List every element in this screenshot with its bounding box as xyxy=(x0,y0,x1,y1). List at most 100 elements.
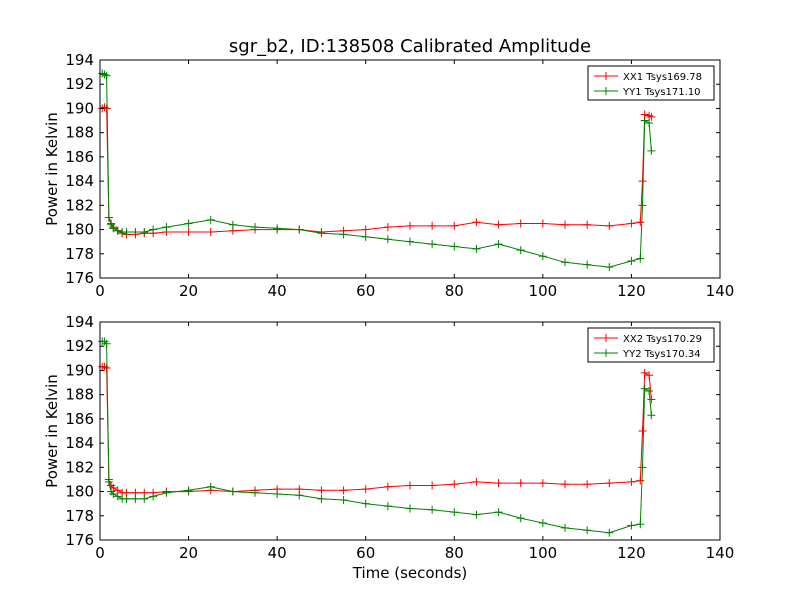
data-point xyxy=(361,232,370,241)
data-point xyxy=(339,496,348,505)
data-point xyxy=(102,339,111,348)
data-point xyxy=(561,258,569,267)
x-tick-label: 0 xyxy=(95,544,105,562)
data-point xyxy=(406,237,414,246)
data-point xyxy=(647,395,656,404)
data-point xyxy=(605,221,614,230)
data-point xyxy=(605,528,614,537)
x-tick-label: 60 xyxy=(356,544,375,562)
data-point xyxy=(131,227,140,236)
data-point xyxy=(516,479,525,488)
data-point xyxy=(295,225,304,234)
chart-title: sgr_b2, ID:138508 Calibrated Amplitude xyxy=(229,36,591,57)
series-1 xyxy=(98,103,656,239)
data-point xyxy=(640,384,649,393)
x-tick-label: 40 xyxy=(268,544,287,562)
data-point xyxy=(184,219,193,228)
data-point xyxy=(184,486,193,495)
data-point xyxy=(450,480,459,489)
data-point xyxy=(494,240,503,249)
data-point xyxy=(428,505,437,514)
data-point xyxy=(494,508,503,517)
x-tick-label: 100 xyxy=(529,544,558,562)
data-point xyxy=(538,519,547,528)
x-tick-label: 60 xyxy=(356,282,375,300)
data-point xyxy=(273,489,282,498)
x-axis-label: Time (seconds) xyxy=(352,564,468,582)
data-point xyxy=(627,521,636,530)
legend-label: XX1 Tsys169.78 xyxy=(623,72,702,83)
data-point xyxy=(647,112,656,121)
x-tick-label: 80 xyxy=(445,282,464,300)
legend-marker xyxy=(602,334,610,342)
y-tick-label: 190 xyxy=(65,361,94,379)
data-point xyxy=(561,220,569,229)
x-tick-label: 40 xyxy=(268,282,287,300)
data-point xyxy=(640,116,649,125)
axes-frame xyxy=(99,321,721,541)
data-point xyxy=(636,476,645,485)
data-point xyxy=(122,494,131,503)
data-point xyxy=(251,223,259,232)
legend: XX1 Tsys169.78 YY1 Tsys171.10 xyxy=(587,65,715,101)
data-point xyxy=(645,118,654,127)
data-point xyxy=(406,221,414,230)
y-tick-label: 190 xyxy=(65,99,94,117)
series-2 xyxy=(98,337,656,537)
axes-frame xyxy=(99,59,721,279)
data-point xyxy=(339,486,348,495)
data-point xyxy=(122,227,131,236)
data-point xyxy=(472,244,481,253)
data-point xyxy=(472,510,481,519)
data-point xyxy=(472,477,481,486)
data-point xyxy=(383,235,392,244)
data-point xyxy=(162,488,171,497)
data-point xyxy=(538,252,547,261)
x-tick-label: 80 xyxy=(445,544,464,562)
data-point xyxy=(428,481,437,490)
data-point xyxy=(538,479,547,488)
data-point xyxy=(638,201,647,210)
y-tick-label: 184 xyxy=(65,434,94,452)
data-point xyxy=(317,486,326,495)
data-point xyxy=(317,494,326,503)
series-line xyxy=(102,340,652,534)
data-point xyxy=(605,479,614,488)
data-point xyxy=(406,504,414,513)
data-point xyxy=(109,489,118,498)
data-point xyxy=(494,479,503,488)
data-point xyxy=(472,218,481,227)
data-point xyxy=(295,491,304,500)
data-point xyxy=(561,480,569,489)
data-point xyxy=(638,463,647,472)
x-tick-label: 120 xyxy=(617,282,646,300)
data-point xyxy=(583,526,592,535)
x-tick-label: 20 xyxy=(179,282,198,300)
data-point xyxy=(131,494,140,503)
y-tick-label: 184 xyxy=(65,172,94,190)
x-tick-label: 140 xyxy=(706,544,735,562)
data-point xyxy=(645,371,654,380)
legend-label: YY1 Tsys171.10 xyxy=(622,87,701,98)
legend-label: XX2 Tsys170.29 xyxy=(623,334,702,345)
y-tick-label: 178 xyxy=(65,507,94,525)
data-point xyxy=(104,213,113,222)
y-tick-label: 188 xyxy=(65,124,94,142)
data-point xyxy=(361,485,370,494)
x-tick-label: 100 xyxy=(529,282,558,300)
data-point xyxy=(102,71,111,80)
data-point xyxy=(561,523,569,532)
legend: XX2 Tsys170.29 YY2 Tsys170.34 xyxy=(587,327,715,363)
data-point xyxy=(428,221,437,230)
data-point xyxy=(228,487,237,496)
data-point xyxy=(109,224,118,233)
data-point xyxy=(251,488,259,497)
y-tick-label: 194 xyxy=(65,313,94,331)
x-tick-label: 140 xyxy=(706,282,735,300)
series-line xyxy=(101,106,652,235)
data-point xyxy=(361,225,370,234)
y-tick-label: 180 xyxy=(65,221,94,239)
series-line xyxy=(102,366,652,494)
